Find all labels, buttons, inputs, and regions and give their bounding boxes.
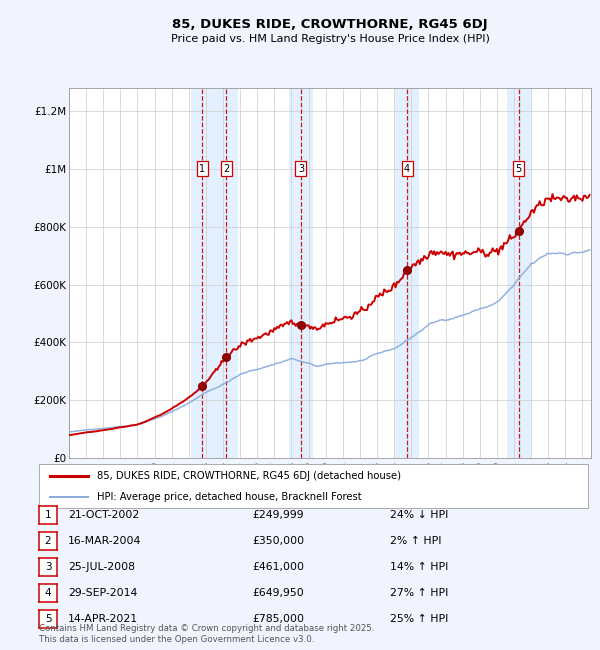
Text: 3: 3 (44, 562, 52, 572)
Text: 21-OCT-2002: 21-OCT-2002 (68, 510, 139, 520)
Text: 3: 3 (298, 164, 304, 174)
Text: 2: 2 (223, 164, 230, 174)
Bar (395, 88, 419, 458)
Text: £649,950: £649,950 (252, 588, 304, 598)
Text: 5: 5 (515, 164, 522, 174)
Bar (507, 88, 531, 458)
Text: 4: 4 (404, 164, 410, 174)
Text: 24% ↓ HPI: 24% ↓ HPI (390, 510, 448, 520)
Text: 4: 4 (44, 588, 52, 598)
Text: HPI: Average price, detached house, Bracknell Forest: HPI: Average price, detached house, Brac… (97, 492, 361, 502)
Text: 2: 2 (44, 536, 52, 546)
Text: 25% ↑ HPI: 25% ↑ HPI (390, 614, 448, 624)
Text: Price paid vs. HM Land Registry's House Price Index (HPI): Price paid vs. HM Land Registry's House … (170, 34, 490, 44)
Bar (191, 88, 214, 458)
Text: 29-SEP-2014: 29-SEP-2014 (68, 588, 137, 598)
Text: £350,000: £350,000 (252, 536, 304, 546)
Text: 1: 1 (199, 164, 206, 174)
Bar (289, 88, 313, 458)
Bar (214, 88, 238, 458)
Text: 25-JUL-2008: 25-JUL-2008 (68, 562, 135, 572)
Text: 14-APR-2021: 14-APR-2021 (68, 614, 138, 624)
Text: £785,000: £785,000 (252, 614, 304, 624)
Text: £249,999: £249,999 (252, 510, 304, 520)
Text: 27% ↑ HPI: 27% ↑ HPI (390, 588, 448, 598)
Text: 14% ↑ HPI: 14% ↑ HPI (390, 562, 448, 572)
Text: 85, DUKES RIDE, CROWTHORNE, RG45 6DJ (detached house): 85, DUKES RIDE, CROWTHORNE, RG45 6DJ (de… (97, 471, 401, 480)
Text: £461,000: £461,000 (252, 562, 304, 572)
Text: 1: 1 (44, 510, 52, 520)
Text: 2% ↑ HPI: 2% ↑ HPI (390, 536, 442, 546)
Text: 85, DUKES RIDE, CROWTHORNE, RG45 6DJ: 85, DUKES RIDE, CROWTHORNE, RG45 6DJ (172, 18, 488, 31)
Text: 5: 5 (44, 614, 52, 624)
Text: Contains HM Land Registry data © Crown copyright and database right 2025.
This d: Contains HM Land Registry data © Crown c… (39, 624, 374, 644)
Text: 16-MAR-2004: 16-MAR-2004 (68, 536, 141, 546)
